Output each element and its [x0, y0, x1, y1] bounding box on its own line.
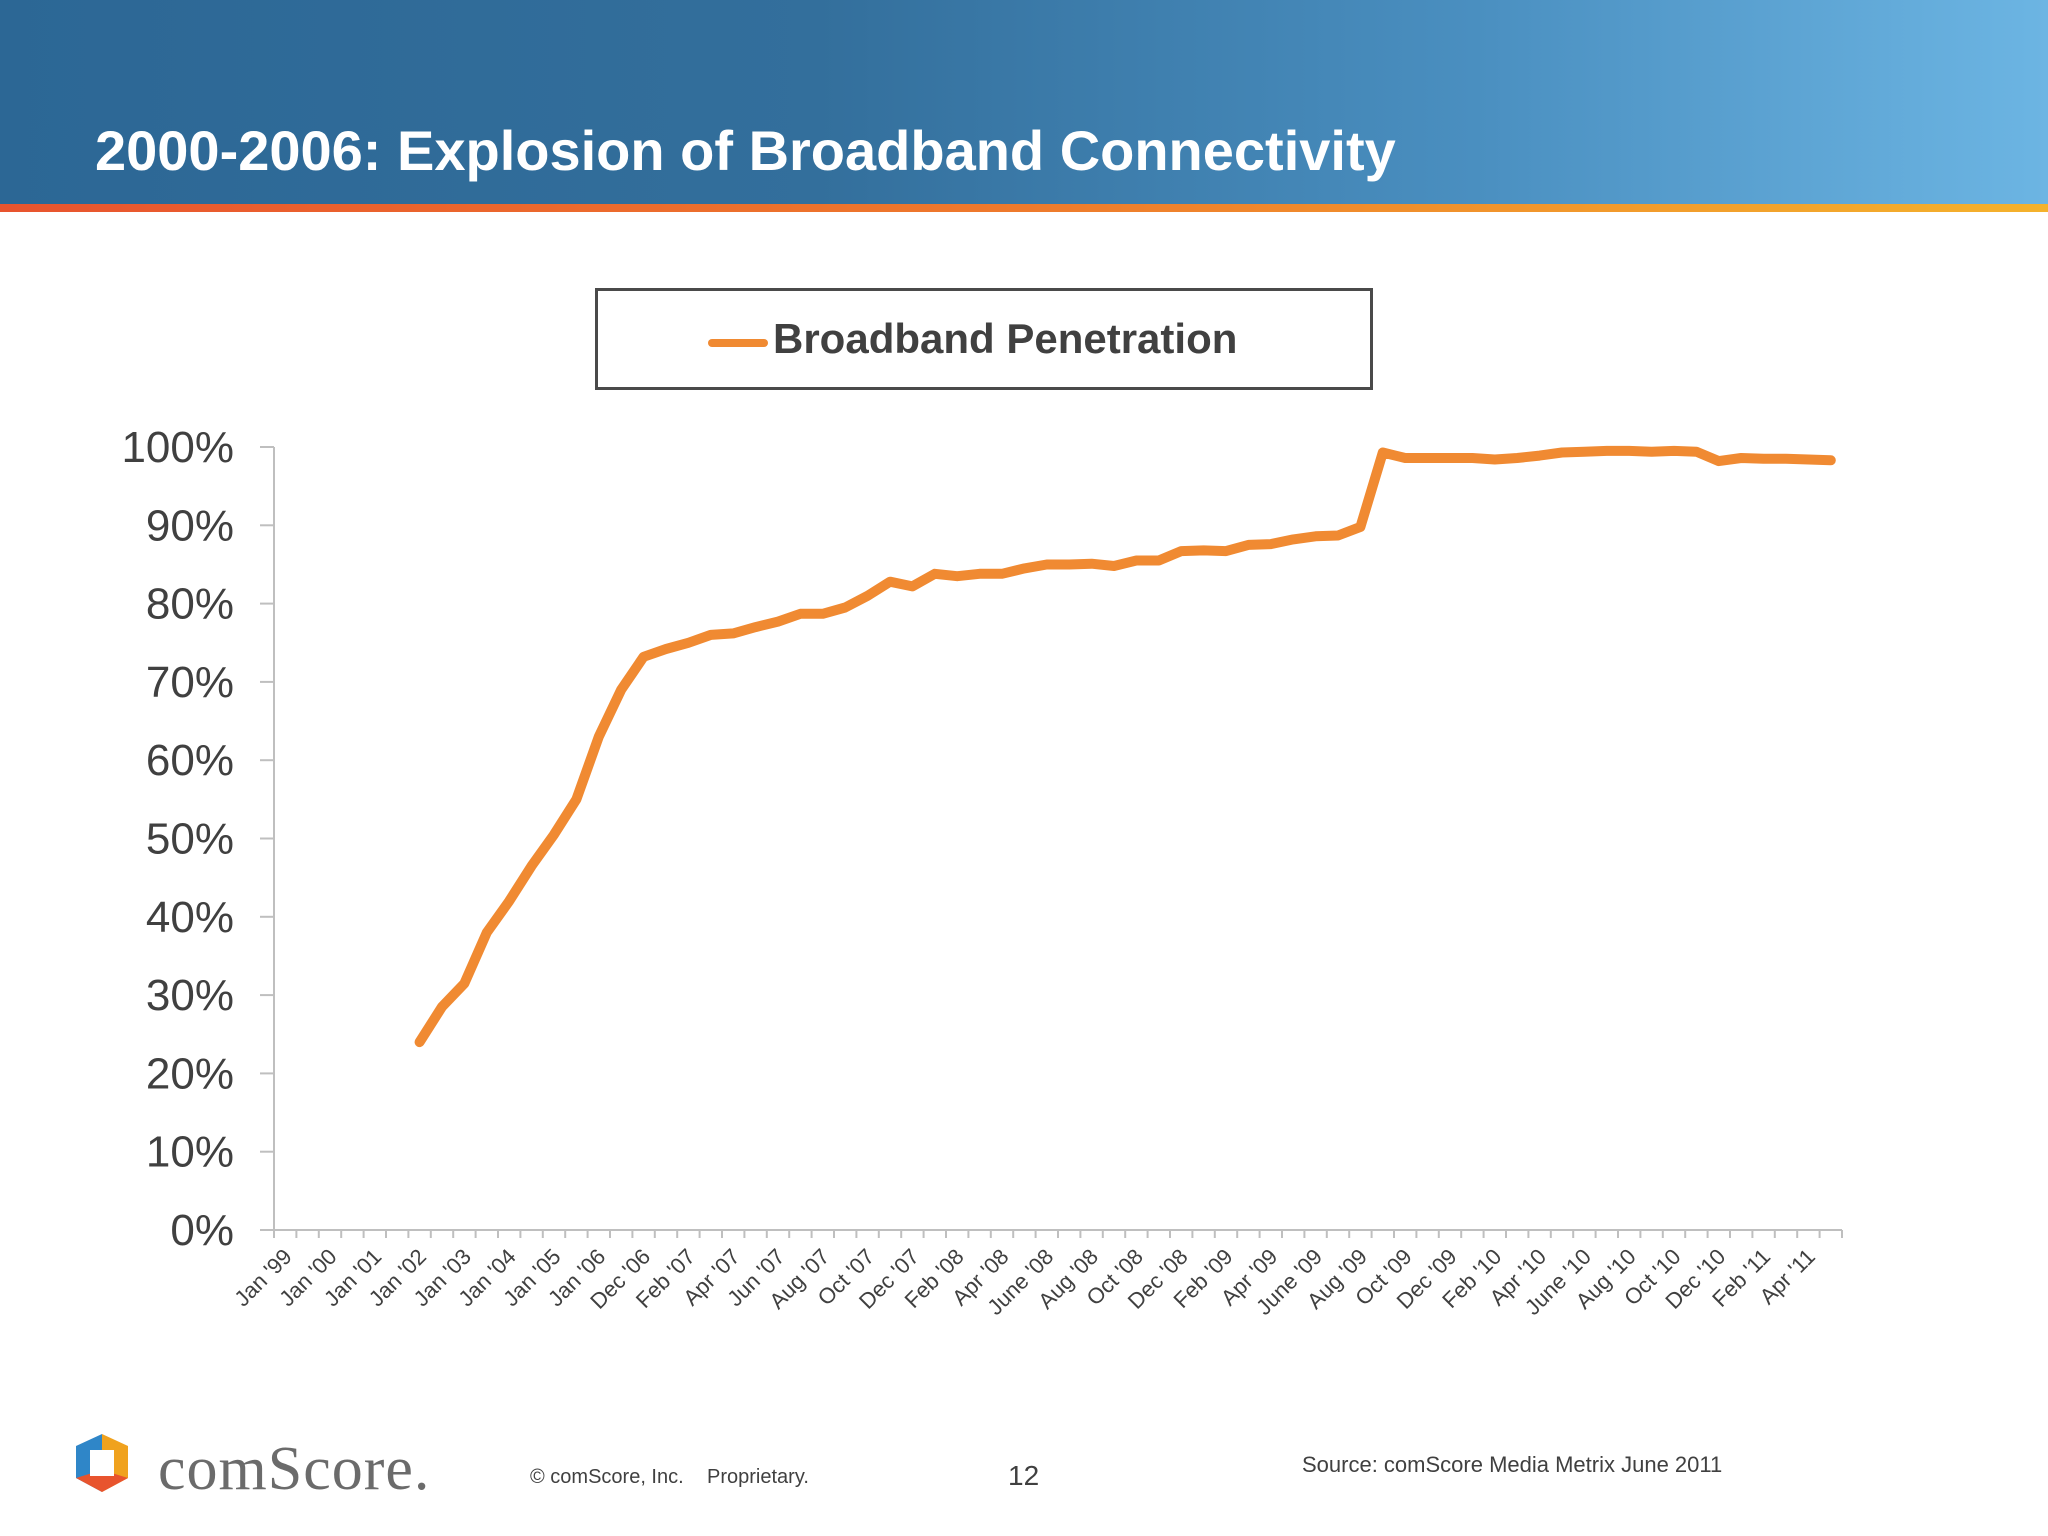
- y-tick-label: 50%: [146, 815, 234, 864]
- y-tick-label: 80%: [146, 580, 234, 629]
- legend-label: Broadband Penetration: [773, 315, 1238, 362]
- legend-swatch: [708, 339, 768, 347]
- chart-legend: Broadband Penetration: [595, 288, 1373, 390]
- y-tick-label: 70%: [146, 658, 234, 707]
- y-tick-label: 90%: [146, 501, 234, 550]
- y-tick-label: 30%: [146, 971, 234, 1020]
- source-text: Source: comScore Media Metrix June 2011: [1302, 1452, 1723, 1477]
- y-tick-label: 40%: [146, 893, 234, 942]
- y-tick-label: 0%: [170, 1206, 234, 1255]
- page-number: 12: [1008, 1460, 1040, 1491]
- slide-header: [0, 0, 2048, 206]
- y-tick-label: 10%: [146, 1128, 234, 1177]
- y-tick-label: 60%: [146, 736, 234, 785]
- y-tick-label: 20%: [146, 1049, 234, 1098]
- y-tick-label: 100%: [121, 423, 234, 472]
- proprietary-text: Proprietary.: [707, 1466, 809, 1488]
- plot-area: [414, 445, 1836, 1048]
- header-accent-stripe: [0, 204, 2048, 212]
- slide-title: 2000-2006: Explosion of Broadband Connec…: [95, 119, 1396, 182]
- brand-wordmark: comScore.: [158, 1435, 431, 1503]
- y-axis: 0% 10% 20% 30% 40% 50% 60% 70% 80% 90% 100%: [121, 423, 275, 1255]
- comscore-logo-icon: [76, 1434, 128, 1492]
- copyright-text: © comScore, Inc.: [530, 1466, 684, 1488]
- series-line-0: [414, 445, 1836, 1048]
